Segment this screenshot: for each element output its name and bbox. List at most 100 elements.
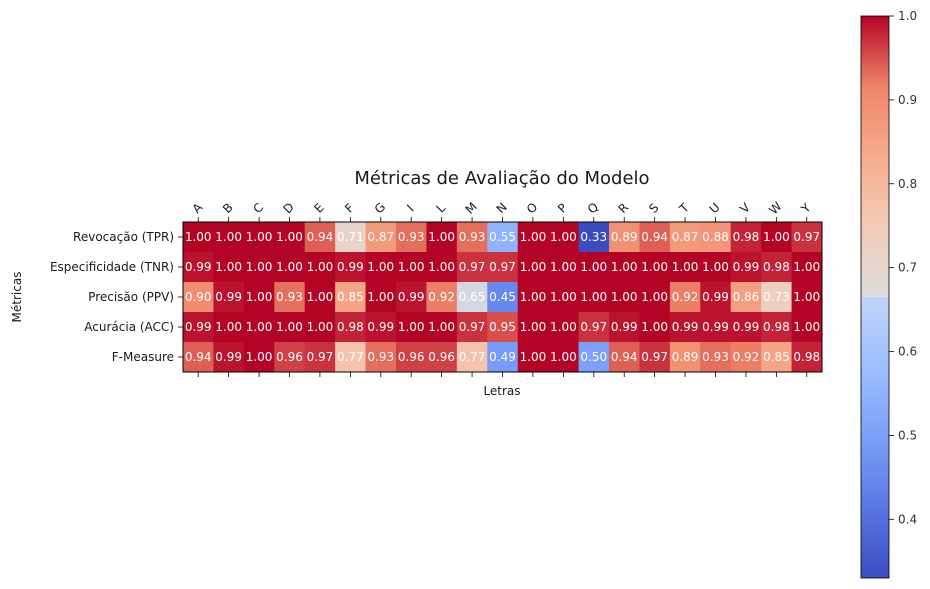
heatmap-cell [578,312,610,343]
heatmap-cell [304,222,336,253]
colorbar-tick-label: 0.6 [898,345,917,359]
cell-value-label: 0.96 [276,350,303,364]
heatmap-cell [700,252,732,283]
x-tick-label: Y [798,200,814,216]
heatmap-cell [791,252,823,283]
cell-value-label: 0.96 [398,350,425,364]
cell-value-label: 0.85 [763,350,790,364]
cell-value-label: 0.92 [733,350,760,364]
cell-value-label: 0.94 [185,350,212,364]
x-tick-label: G [372,200,388,216]
colorbar-tick-label: 0.4 [898,512,917,526]
cell-value-label: 0.93 [276,290,303,304]
heatmap-cell [304,282,336,313]
heatmap-cell [365,222,397,253]
heatmap-cell [183,312,214,343]
heatmap-cell [365,342,397,373]
cell-value-label: 0.98 [793,350,820,364]
heatmap-cell [609,252,640,283]
heatmap-cell [213,252,245,283]
cell-value-label: 1.00 [215,230,242,244]
cell-value-label: 1.00 [793,320,820,334]
heatmap-cell [396,252,427,283]
heatmap-cell [243,342,275,373]
x-tick-label: C [250,200,266,216]
heatmap-cell [609,222,640,253]
heatmap-cell [791,282,823,313]
heatmap-cell [274,222,306,253]
cell-value-label: 1.00 [307,320,334,334]
cell-value-label: 0.49 [489,350,516,364]
heatmap-cell [730,312,762,343]
y-tick-label: Revocação (TPR) [73,230,174,244]
heatmap-cell [213,282,245,313]
cell-value-label: 1.00 [246,260,273,274]
cell-value-label: 0.99 [215,350,242,364]
cell-value-label: 0.71 [337,230,364,244]
cell-value-label: 0.93 [367,350,394,364]
heatmap-cell [274,252,306,283]
colorbar-tick-label: 0.7 [898,261,917,275]
heatmap-cell [609,282,640,313]
cell-value-label: 0.97 [459,260,486,274]
heatmap-cell [548,222,580,253]
cell-value-label: 0.97 [793,230,820,244]
colorbar-tick-label: 1.0 [898,9,917,23]
cell-value-label: 1.00 [793,290,820,304]
cell-value-label: 1.00 [641,260,668,274]
heatmap-cell [426,222,458,253]
cell-value-label: 0.98 [733,230,760,244]
cell-value-label: 0.90 [185,290,212,304]
heatmap-cell [791,342,823,373]
cell-value-label: 1.00 [641,320,668,334]
cell-value-label: 1.00 [428,230,455,244]
cell-value-label: 1.00 [246,350,273,364]
heatmap-cell [548,342,580,373]
heatmap-cell [791,222,823,253]
cell-value-label: 0.99 [185,320,212,334]
cell-value-label: 0.45 [489,290,516,304]
heatmap-cell [700,222,732,253]
x-tick-label: Q [585,200,602,217]
cell-value-label: 1.00 [550,350,577,364]
heatmap-cell [213,312,245,343]
heatmap-cell [183,252,214,283]
x-tick-label: O [524,200,541,217]
cell-value-label: 0.87 [367,230,394,244]
heatmap-cell [183,342,214,373]
heatmap-cell [487,282,519,313]
chart-title: Métricas de Avaliação do Modelo [354,168,649,189]
cell-value-label: 0.98 [763,320,790,334]
cell-value-label: 1.00 [276,320,303,334]
heatmap-cell [639,252,671,283]
cell-value-label: 1.00 [672,260,699,274]
heatmap-cell [700,282,732,313]
heatmap-cell [761,222,793,253]
x-tick-label: U [707,200,723,216]
cell-value-label: 1.00 [520,230,547,244]
heatmap-cell [578,252,610,283]
heatmap-cell [517,282,549,313]
cell-value-label: 0.33 [580,230,607,244]
cell-value-label: 1.00 [520,350,547,364]
cell-value-label: 1.00 [763,230,790,244]
x-tick-label: M [463,200,480,217]
heatmap-cell [517,342,549,373]
cell-value-label: 1.00 [550,230,577,244]
cell-value-label: 1.00 [520,290,547,304]
cell-value-label: 1.00 [246,230,273,244]
heatmap-cell [700,312,732,343]
x-ticks-bottom [197,372,808,377]
heatmap-cell [639,282,671,313]
cell-value-label: 0.98 [337,320,364,334]
heatmap-cell [335,342,367,373]
cell-value-label: 0.92 [672,290,699,304]
x-tick-label: E [311,201,326,216]
heatmap-cell [517,222,549,253]
heatmap-cell [761,252,793,283]
x-tick-label: A [190,200,206,216]
cell-value-label: 0.77 [337,350,364,364]
heatmap-cell [517,312,549,343]
cell-value-label: 1.00 [215,260,242,274]
